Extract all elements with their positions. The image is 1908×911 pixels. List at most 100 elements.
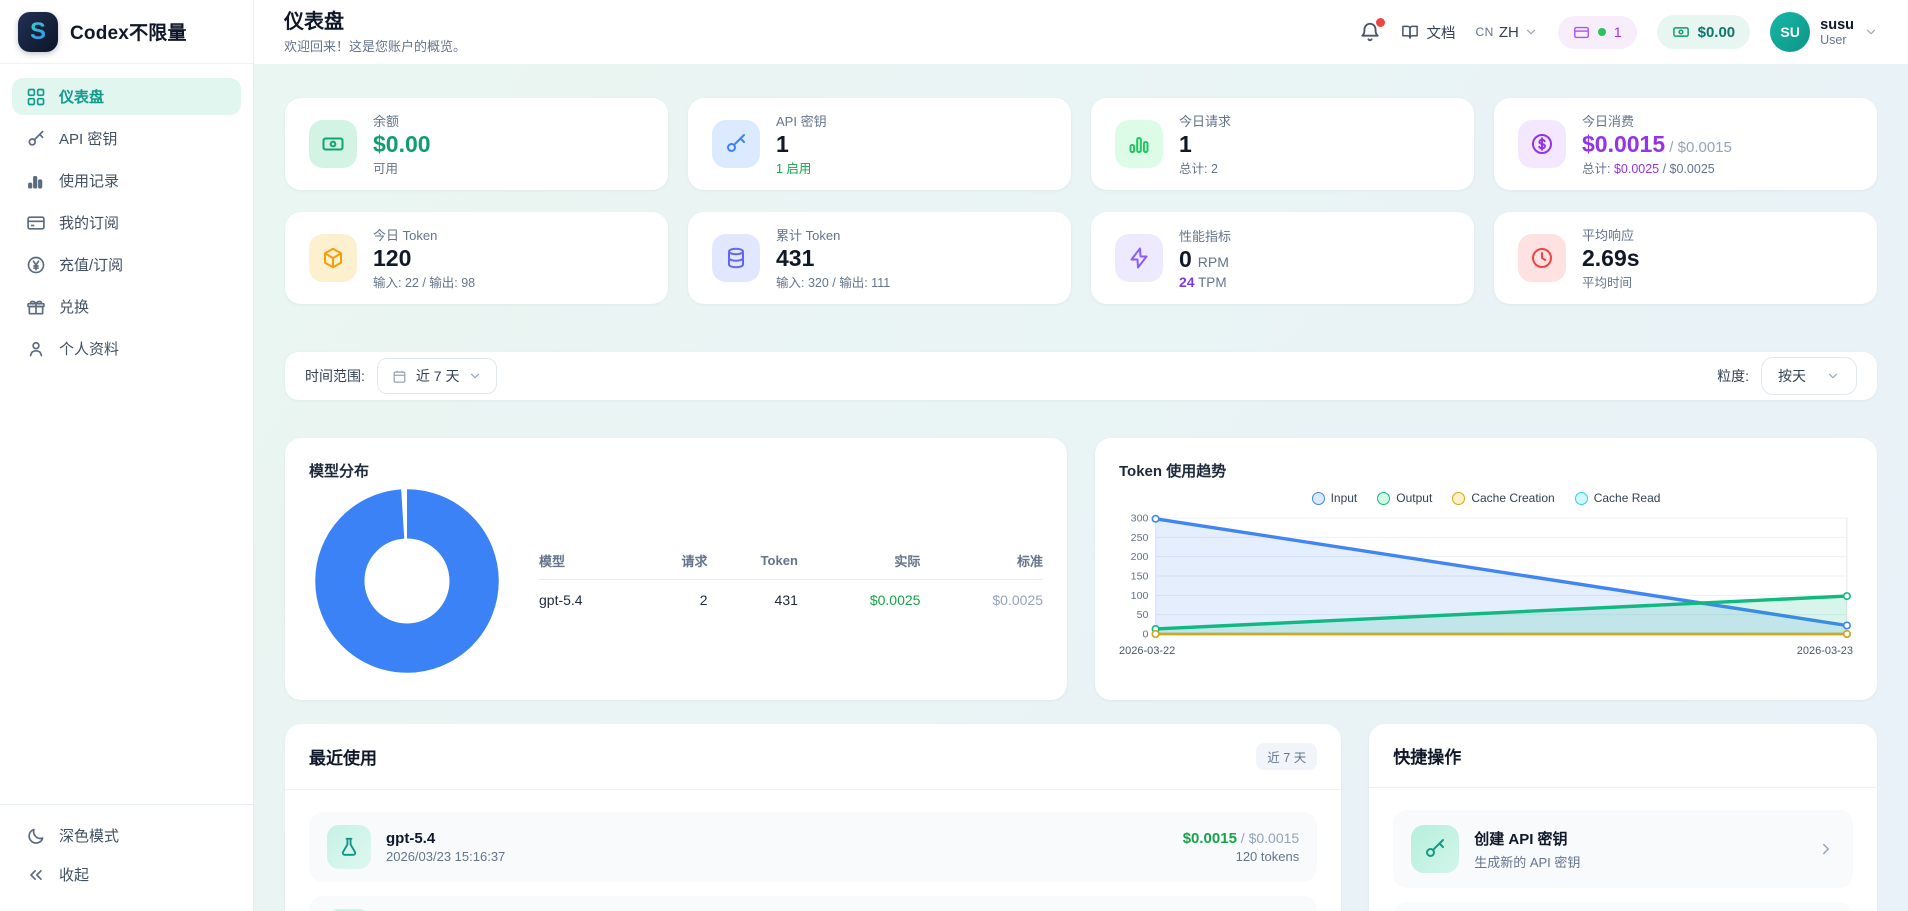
create-api-key-action[interactable]: 创建 API 密钥 生成新的 API 密钥 [1393,810,1853,888]
chart-legend: Input Output Cache Creation Cache Read [1119,491,1853,505]
chevron-down-icon [1526,29,1535,35]
topbar: 仪表盘 欢迎回来！这是您账户的概览。 文档 CN ZH 1 [254,0,1908,64]
stat-sub: 1 启用 [776,162,812,177]
svg-text:0: 0 [1143,629,1149,641]
docs-link[interactable]: 文档 [1401,22,1455,43]
book-icon [1402,25,1419,39]
user-menu[interactable]: SU susu User [1770,12,1878,52]
granularity-select[interactable]: 按天 [1761,357,1857,395]
col-tokens: Token [707,542,798,580]
lang-value: ZH [1498,23,1519,41]
action-title: 创建 API 密钥 [1474,830,1568,848]
legend-item[interactable]: Cache Read [1574,491,1660,505]
chevron-down-icon [1866,29,1876,35]
calendar-icon [393,370,406,383]
col-requests: 请求 [644,542,708,580]
stat-card-tokens-total: 累计 Token 431 输入: 320 / 输出: 111 [688,212,1071,304]
stat-sub: 输入: 22 / 输出: 98 [373,276,476,291]
sidebar-item-label: 使用记录 [59,173,120,190]
dashboard-content: 余额 $0.00 可用 API 密钥 1 1 启用 [254,64,1908,911]
language-selector[interactable]: CN ZH [1475,24,1537,41]
svg-text:200: 200 [1131,551,1149,563]
docs-label: 文档 [1426,25,1456,42]
page-subtitle: 欢迎回来！这是您账户的概览。 [284,38,467,54]
sidebar-item-label: 深色模式 [59,828,120,845]
database-icon [712,234,760,282]
quick-action-partial[interactable] [1393,902,1853,911]
usage-list-item[interactable]: gpt-5.4 2026/03/23 15:16:37 $0.0015 / $0… [309,812,1318,882]
stat-label: 平均响应 [1582,227,1635,243]
model-distribution-title: 模型分布 [309,463,370,480]
stat-card-requests-today: 今日请求 1 总计: 2 [1091,98,1474,190]
action-desc: 生成新的 API 密钥 [1474,854,1581,870]
yen-circle-icon [27,256,45,273]
chevron-down-icon [471,373,480,379]
sidebar-item-dashboard[interactable]: 仪表盘 [12,78,241,115]
svg-text:100: 100 [1131,590,1149,602]
usage-time: 2026/03/23 15:16:37 [386,849,506,864]
stat-card-balance: 余额 $0.00 可用 [285,98,668,190]
sidebar-item-profile[interactable]: 个人资料 [12,330,241,367]
lightning-icon [1115,234,1163,282]
legend-item[interactable]: Output [1377,491,1432,505]
sidebar-item-label: 兑换 [59,299,90,316]
stat-label: 性能指标 [1179,229,1232,245]
stat-label: 今日消费 [1582,113,1635,129]
banknote-icon [1672,27,1689,37]
stat-card-spend-today: 今日消费 $0.0015 / $0.0015 总计: $0.0025 / $0.… [1494,98,1877,190]
token-trend-chart: 0 50 100 150 200 250 300 [1119,513,1853,641]
brand-name: Codex不限量 [70,23,187,44]
sidebar-item-usage[interactable]: 使用记录 [12,162,241,199]
subscription-count: 1 [1613,24,1622,40]
stat-card-tokens-today: 今日 Token 120 输入: 22 / 输出: 98 [285,212,668,304]
sidebar-item-redeem[interactable]: 兑换 [12,288,241,325]
sidebar-item-label: 我的订阅 [59,215,120,232]
sidebar-item-label: 个人资料 [59,341,120,358]
stat-label: 余额 [373,113,400,129]
dollar-circle-icon [1518,120,1566,168]
sidebar-item-label: 充值/订阅 [59,257,124,274]
key-icon [712,120,760,168]
sidebar-item-label: 收起 [59,867,90,884]
logo-letter: S [29,17,46,45]
sidebar-item-subscriptions[interactable]: 我的订阅 [12,204,241,241]
collapse-sidebar-button[interactable]: 收起 [12,856,241,893]
stat-value: $0.00 [373,130,431,157]
time-range-label: 时间范围: [305,368,365,384]
time-range-select[interactable]: 近 7 天 [376,358,498,394]
filter-bar: 时间范围: 近 7 天 粒度: 按天 [285,352,1877,400]
user-role: User [1820,33,1847,48]
x-axis-labels: 2026-03-22 2026-03-23 [1119,645,1853,657]
granularity-label: 粒度: [1717,368,1749,384]
key-icon [1411,825,1460,873]
subscription-pill[interactable]: 1 [1557,15,1637,49]
model-distribution-donut [309,487,505,675]
cube-icon [309,234,357,282]
notifications-button[interactable] [1359,18,1386,43]
balance-pill[interactable]: $0.00 [1656,15,1751,49]
sidebar: S Codex不限量 仪表盘 API 密钥 使用记录 我的订阅 充值/订阅 兑换 [0,0,254,911]
legend-item[interactable]: Cache Creation [1452,491,1555,505]
svg-text:150: 150 [1131,571,1149,583]
moon-icon [28,828,44,844]
recent-usage-card: 最近使用 近 7 天 gpt-5.4 2026/03/23 15:16:37 [285,724,1342,911]
sidebar-item-recharge[interactable]: 充值/订阅 [12,246,241,283]
table-row: gpt-5.4 2 431 $0.0025 $0.0025 [539,591,1043,608]
sidebar-item-api-keys[interactable]: API 密钥 [12,120,241,157]
bell-icon [1361,22,1380,42]
col-actual: 实际 [797,542,921,580]
legend-item[interactable]: Input [1311,491,1357,505]
usage-tokens: 120 tokens [1235,849,1300,864]
usage-model: gpt-5.4 [386,830,436,847]
dark-mode-toggle[interactable]: 深色模式 [12,817,241,854]
key-icon [28,130,44,146]
stat-sub: 平均时间 [1582,276,1633,291]
stat-value: 431 [776,244,815,271]
flask-icon [327,825,371,869]
credit-card-icon [27,215,45,230]
stat-sub: 总计: $0.0025 / $0.0025 [1582,162,1715,177]
usage-list-item-partial[interactable] [309,896,1318,911]
chevron-down-icon [1828,373,1838,379]
sidebar-nav: 仪表盘 API 密钥 使用记录 我的订阅 充值/订阅 兑换 个人资料 [0,64,253,804]
legend-swatch [1311,491,1325,505]
